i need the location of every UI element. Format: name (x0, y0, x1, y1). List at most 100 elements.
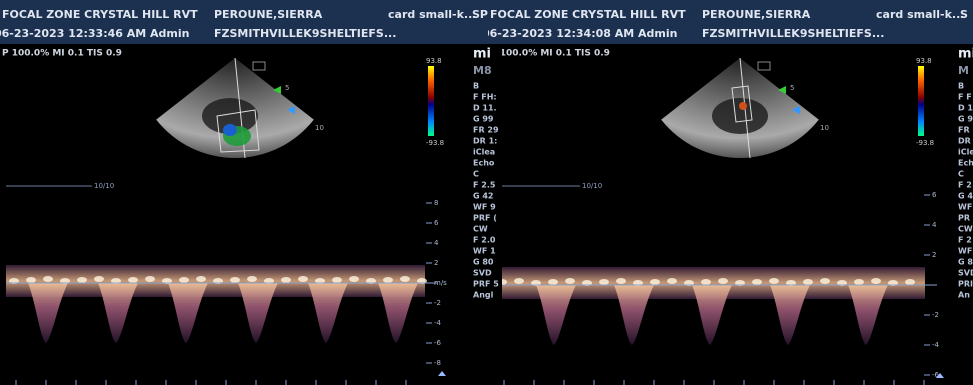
spectrum-highlight (247, 276, 257, 282)
parameter: G 99 (473, 115, 494, 124)
depth-label: 10 (315, 124, 324, 132)
scale-marker (438, 371, 446, 376)
spectrum-highlight (196, 276, 206, 282)
parameter: C (958, 170, 964, 179)
header-text: S (960, 8, 968, 21)
parameter: C (473, 170, 479, 179)
velocity-label: 6 (932, 191, 937, 199)
velocity-label: -6 (434, 339, 442, 347)
parameter: G 8 (958, 258, 973, 267)
parameter: F FH: (473, 93, 497, 102)
parameter: CW (958, 225, 973, 234)
parameter: F 2.5 (473, 181, 496, 190)
spectrum-highlight (769, 278, 779, 284)
parameter: iCle (958, 148, 973, 157)
color-scale-bar (428, 66, 434, 136)
spectrum-highlight (548, 279, 558, 285)
spectrum-highlight (145, 276, 155, 282)
parameter: F 2.0 (473, 236, 496, 245)
header-text: PEROUNE,SIERRA (214, 8, 323, 21)
color-scale-label: -93.8 (426, 139, 444, 147)
probe-logo (758, 62, 770, 70)
panel: FOCAL ZONE CRYSTAL HILL RVTPEROUNE,SIERR… (0, 0, 488, 385)
color-flow (739, 102, 747, 110)
parameter: D 1 (958, 104, 973, 113)
header-text: 06-23-2023 12:33:46 AM Admin (0, 27, 189, 40)
parameter: WF (958, 203, 972, 212)
depth-label: 5 (285, 84, 289, 92)
parameter: D 11. (473, 104, 497, 113)
parameter: DR (958, 137, 971, 146)
velocity-label: -2 (932, 311, 939, 319)
parameter: M (958, 64, 969, 77)
header-text: PEROUNE,SIERRA (702, 8, 811, 21)
parameter: Ech (958, 159, 973, 168)
parameter: B (958, 82, 964, 91)
parameter: SVD (958, 269, 973, 278)
header-text: FOCAL ZONE CRYSTAL HILL RVT (490, 8, 686, 21)
screenshot: FOCAL ZONE CRYSTAL HILL RVT PEROUNE,SIERR… (0, 0, 973, 385)
parameter: PRF 5 (473, 280, 499, 289)
header-text: card small-k... (876, 8, 964, 21)
spectrum-highlight (752, 279, 762, 285)
parameter: SVD (473, 269, 492, 278)
spectrum-highlight (650, 279, 660, 285)
velocity-label: 4 (932, 221, 937, 229)
velocity-label: 4 (434, 239, 439, 247)
depth-label: 10 (820, 124, 829, 132)
parameter: Echo (473, 159, 495, 168)
velocity-label: 6 (434, 219, 439, 227)
spectrum-highlight (26, 277, 36, 283)
velocity-label: -4 (932, 341, 940, 349)
velocity-label: 2 (434, 259, 438, 267)
parameter: G 80 (473, 258, 494, 267)
color-scale-label: 93.8 (426, 57, 442, 65)
parameter: G 42 (473, 192, 493, 201)
header-text: SP (472, 8, 488, 21)
spectrum-highlight (701, 279, 711, 285)
spectrum-highlight (349, 276, 359, 282)
parameter: M8 (473, 64, 492, 77)
parameter: FR (958, 126, 970, 135)
parameter: PR (958, 214, 970, 223)
acquisition-info: P 100.0% MI 0.1 TIS 0.9 (2, 49, 122, 59)
velocity-label: -4 (434, 319, 442, 327)
parameter: PRI (958, 280, 973, 289)
spectrum-highlight (179, 277, 189, 283)
parameter: G 4 (958, 192, 973, 201)
spectrum-highlight (128, 277, 138, 283)
parameter: F 2 (958, 181, 972, 190)
sweep-label: 10/10 (94, 182, 114, 190)
parameter: B (473, 82, 479, 91)
spectrum-highlight (616, 278, 626, 284)
color-scale-bar (918, 66, 924, 136)
probe-logo (253, 62, 265, 70)
spectrum-highlight (565, 278, 575, 284)
velocity-label: 2 (932, 251, 936, 259)
spectrum-highlight (854, 279, 864, 285)
parameter: iClea (473, 148, 495, 157)
spectrum-highlight (298, 276, 308, 282)
parameter: mi (958, 47, 973, 62)
parameter: F 2 (958, 236, 972, 245)
panel: FOCAL ZONE CRYSTAL HILL RVT PEROUNE,SIERR… (482, 0, 973, 385)
spectrum-highlight (803, 279, 813, 285)
spectrum-highlight (383, 277, 393, 283)
velocity-label: -8 (434, 359, 441, 367)
spectrum-highlight (332, 277, 342, 283)
parameter: DR 1: (473, 137, 497, 146)
acquisition-info: P 100.0% MI 0.1 TIS 0.9 (490, 49, 610, 59)
parameter: PRF ( (473, 214, 497, 223)
color-scale-label: -93.8 (916, 139, 934, 147)
spectrum-highlight (820, 278, 830, 284)
velocity-label: -2 (434, 299, 441, 307)
velocity-label: 8 (434, 199, 438, 207)
spectrum-highlight (400, 276, 410, 282)
color-flow (223, 124, 237, 136)
color-scale-label: 93.8 (916, 57, 932, 65)
depth-label: 5 (790, 84, 794, 92)
header-text: 06-23-2023 12:34:08 AM Admin (482, 27, 677, 40)
parameter: An (958, 291, 970, 300)
spectrum-highlight (230, 277, 240, 283)
spectrum-highlight (599, 279, 609, 285)
